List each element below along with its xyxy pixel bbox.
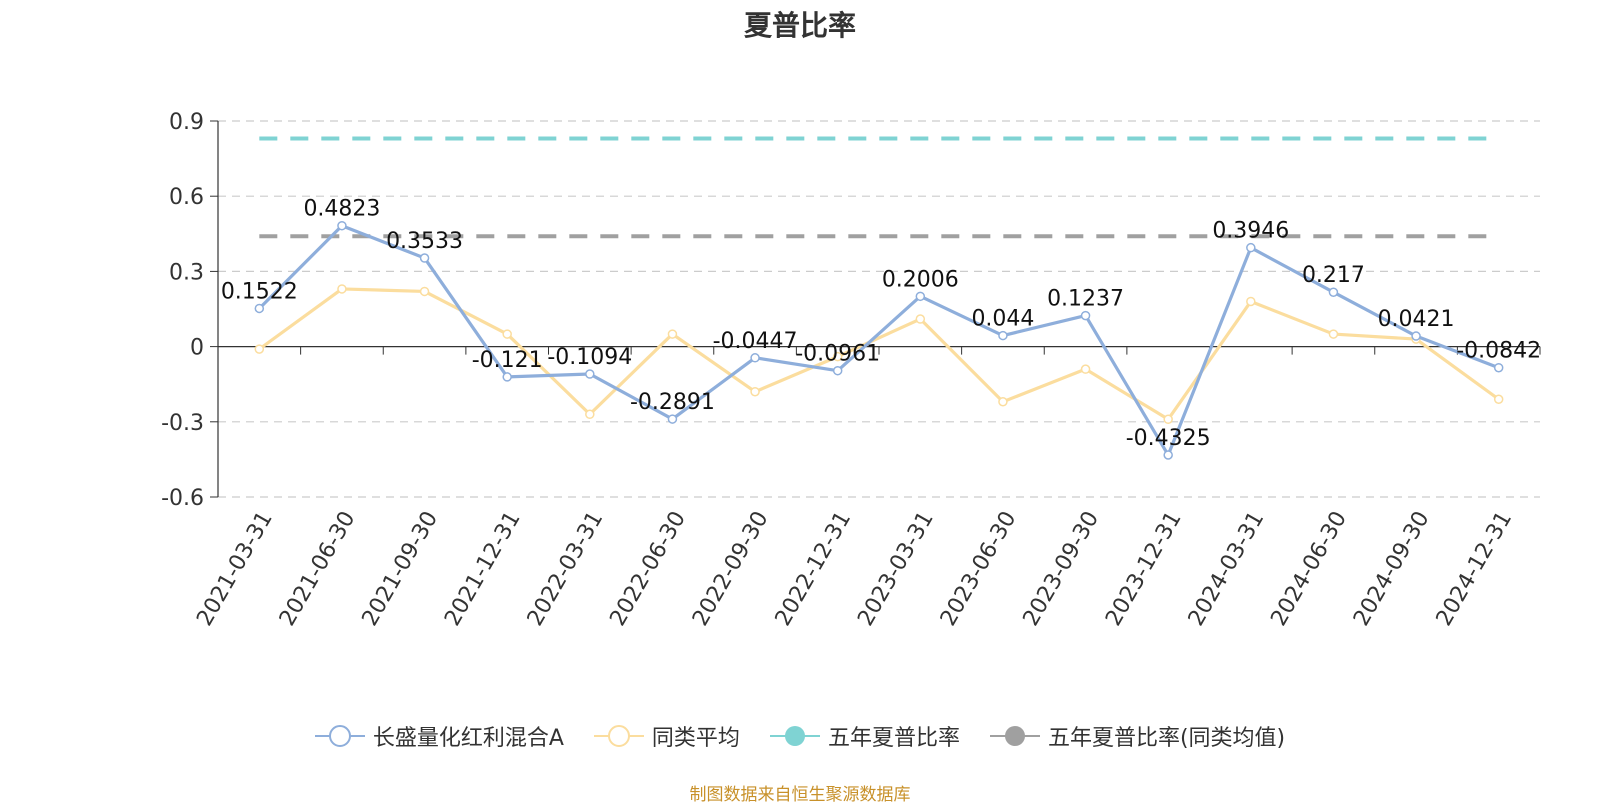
data-point-1-8 (915, 314, 926, 324)
legend-label-fund: 长盛量化红利混合A (372, 726, 564, 751)
data-label-4: -0.1094 (547, 345, 632, 370)
data-point-1-15 (1493, 394, 1504, 404)
data-point-1-13 (1328, 329, 1339, 339)
data-point-1-5 (667, 329, 678, 339)
data-point-0-7 (832, 365, 843, 376)
y-tick-label-0: 0.9 (169, 110, 204, 135)
data-point-1-12 (1246, 296, 1256, 307)
legend-item-five-year-peer[interactable]: 五年夏普比率(同类均值) (989, 720, 1286, 752)
chart-title: 夏普比率 (743, 9, 856, 42)
x-tick-label-9: 2023-06-30 (936, 507, 1022, 630)
legend-item-fund[interactable]: 长盛量化红利混合A (314, 720, 564, 752)
y-tick-label-3: 0 (190, 336, 204, 361)
data-label-0: 0.1522 (221, 279, 298, 304)
data-point-1-1 (337, 284, 347, 294)
data-point-0-11 (1163, 450, 1173, 460)
data-label-10: 0.1237 (1047, 287, 1124, 312)
data-point-0-4 (585, 369, 595, 379)
series-line-1 (258, 287, 1500, 421)
x-tick-label-1: 2021-06-30 (275, 507, 361, 630)
legend-label-five-year-peer: 五年夏普比率(同类均值) (1047, 726, 1286, 751)
x-tick-label-2: 2021-09-30 (358, 507, 444, 630)
legend-five-year-peer-icon (989, 726, 1040, 746)
y-tick-label-5: -0.6 (161, 486, 204, 511)
data-point-1-2 (419, 286, 430, 297)
x-tick-label-7: 2022-12-31 (771, 507, 857, 630)
data-point-1-4 (585, 409, 595, 420)
data-point-1-9 (998, 396, 1008, 407)
data-label-9: 0.044 (971, 307, 1034, 332)
data-point-0-15 (1493, 362, 1504, 373)
data-point-0-0 (254, 303, 265, 314)
x-tick-label-3: 2021-12-31 (440, 507, 526, 630)
y-tick-label-2: 0.3 (169, 260, 204, 285)
data-point-0-2 (419, 253, 430, 263)
data-label-14: 0.0421 (1378, 307, 1455, 332)
legend-item-peer-average[interactable]: 同类平均 (593, 720, 740, 752)
x-tick-label-13: 2024-06-30 (1266, 507, 1352, 630)
data-label-3: -0.121 (472, 348, 543, 373)
data-point-0-6 (750, 353, 760, 363)
legend-label-peer-average: 同类平均 (651, 726, 740, 751)
data-point-0-14 (1411, 331, 1421, 341)
x-tick-label-4: 2022-03-31 (523, 507, 609, 630)
series-layer (254, 136, 1504, 460)
data-label-8: 0.2006 (882, 267, 959, 292)
data-label-12: 0.3946 (1212, 219, 1289, 244)
data-point-0-1 (337, 220, 347, 231)
data-label-1: 0.4823 (303, 197, 380, 222)
data-point-1-6 (750, 386, 760, 397)
data-source-footer: 制图数据来自恒生聚源数据库 (689, 785, 911, 805)
legend-peer-average-icon (593, 725, 644, 747)
data-label-11: -0.4325 (1126, 426, 1211, 451)
legend-fund-icon (314, 725, 365, 747)
x-tick-label-15: 2024-12-31 (1432, 507, 1518, 630)
series-line-0 (258, 224, 1500, 457)
data-label-7: -0.0961 (795, 342, 880, 367)
x-tick-label-14: 2024-09-30 (1349, 507, 1435, 630)
data-point-0-12 (1246, 242, 1256, 253)
data-point-0-10 (1080, 310, 1091, 321)
data-label-15: -0.0842 (1456, 339, 1541, 364)
x-tick-label-5: 2022-06-30 (605, 507, 691, 630)
data-label-6: -0.0447 (713, 329, 798, 354)
data-point-0-9 (998, 330, 1008, 341)
data-point-1-7 (832, 351, 843, 362)
data-point-0-5 (667, 414, 678, 424)
data-point-1-3 (502, 329, 512, 339)
data-point-1-0 (254, 344, 265, 354)
y-tick-label-1: 0.6 (169, 185, 204, 210)
x-tick-label-11: 2023-12-31 (1101, 507, 1187, 630)
data-point-0-3 (502, 372, 512, 382)
grid-layer (218, 120, 1540, 498)
legend-label-five-year: 五年夏普比率 (827, 726, 960, 751)
legend-five-year-icon (769, 726, 820, 746)
x-tick-label-8: 2023-03-31 (853, 507, 939, 630)
data-point-0-8 (915, 291, 926, 302)
legend-item-five-year[interactable]: 五年夏普比率 (769, 720, 960, 752)
axis-layer: 0.90.60.30-0.3-0.62021-03-312021-06-3020… (161, 110, 1541, 630)
data-point-0-13 (1328, 287, 1339, 297)
data-point-1-10 (1080, 364, 1091, 374)
data-label-2: 0.3533 (386, 229, 463, 254)
x-tick-label-6: 2022-09-30 (688, 507, 774, 630)
x-tick-label-0: 2021-03-31 (192, 507, 278, 630)
y-tick-label-4: -0.3 (161, 411, 204, 436)
data-point-1-11 (1163, 414, 1173, 425)
data-label-13: 0.217 (1302, 263, 1365, 288)
legend: 长盛量化红利混合A 同类平均 五年夏普比率 五年夏普比率(同类均值) (0, 720, 1600, 752)
data-label-5: -0.2891 (630, 390, 715, 415)
x-tick-label-12: 2024-03-31 (1184, 507, 1270, 630)
x-tick-label-10: 2023-09-30 (1019, 507, 1105, 630)
